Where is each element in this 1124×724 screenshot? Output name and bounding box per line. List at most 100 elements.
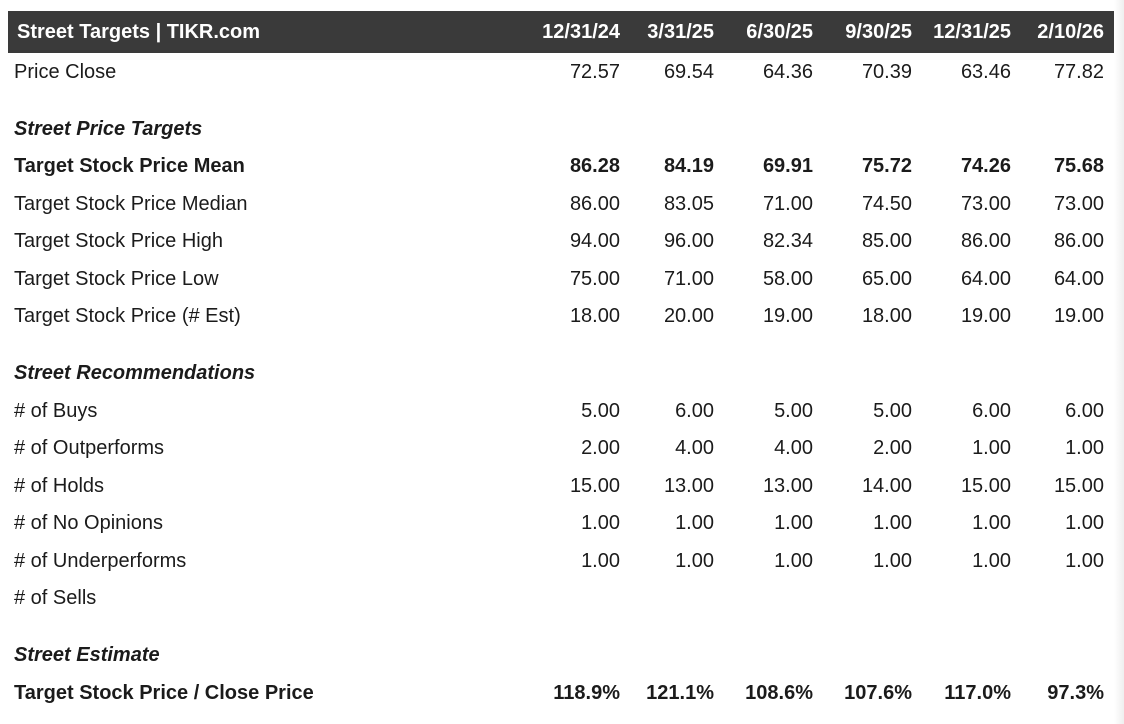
row-cells: 118.9% 121.1% 108.6% 107.6% 117.0% 97.3% bbox=[490, 682, 1104, 705]
table-cell: 107.6% bbox=[844, 681, 912, 704]
row-label: # of Sells bbox=[14, 587, 97, 610]
table-cell: 86.28 bbox=[569, 155, 620, 178]
row-cells: 2.00 4.00 4.00 2.00 1.00 1.00 bbox=[490, 437, 1104, 460]
table-cell: 108.6% bbox=[745, 681, 813, 704]
row-cells: 94.00 96.00 82.34 85.00 86.00 86.00 bbox=[490, 230, 1104, 253]
table-cell: 73.00 bbox=[1053, 192, 1104, 215]
table-cell: 2.00 bbox=[873, 437, 912, 460]
table-cell: 86.00 bbox=[960, 230, 1011, 253]
row-label: # of Holds bbox=[14, 474, 105, 497]
section-heading-row: Street Recommendations bbox=[8, 355, 1114, 393]
table-cell: 72.57 bbox=[569, 60, 620, 83]
table-cell: 85.00 bbox=[861, 230, 912, 253]
row-cells: 15.00 13.00 13.00 14.00 15.00 15.00 bbox=[490, 475, 1104, 498]
column-header-9-30-25[interactable]: 9/30/25 bbox=[845, 20, 912, 43]
table-cell: 4.00 bbox=[774, 437, 813, 460]
table-row: # of Underperforms 1.00 1.00 1.00 1.00 1.00 1.… bbox=[8, 543, 1114, 581]
row-cells: 1.00 1.00 1.00 1.00 1.00 1.00 bbox=[490, 512, 1104, 535]
table-cell: 1.00 bbox=[873, 549, 912, 572]
row-label: Target Stock Price High bbox=[14, 230, 223, 253]
table-cell: 19.00 bbox=[1053, 305, 1104, 328]
row-label: Target Stock Price Low bbox=[14, 267, 219, 290]
section-heading: Street Recommendations bbox=[14, 362, 256, 385]
table-cell: 64.00 bbox=[1053, 267, 1104, 290]
table-cell: 6.00 bbox=[675, 399, 714, 422]
table-cell: 73.00 bbox=[960, 192, 1011, 215]
table-cell: 1.00 bbox=[1065, 437, 1104, 460]
table-row: Target Stock Price / Close Price 118.9% 12… bbox=[8, 675, 1114, 713]
table-cell: 71.00 bbox=[762, 192, 813, 215]
table-row: # of Holds 15.00 13.00 13.00 14.00 15.00 15.00 bbox=[8, 468, 1114, 506]
table-cell: 18.00 bbox=[569, 305, 620, 328]
column-header-6-30-25[interactable]: 6/30/25 bbox=[746, 20, 813, 43]
table-cell: 1.00 bbox=[675, 512, 714, 535]
row-cells: 86.28 84.19 69.91 75.72 74.26 75.68 bbox=[490, 155, 1104, 178]
table-cell: 1.00 bbox=[675, 549, 714, 572]
table-cell: 1.00 bbox=[873, 512, 912, 535]
table-cell: 83.05 bbox=[663, 192, 714, 215]
row-label: Price Close bbox=[14, 60, 117, 83]
column-header-2-10-26[interactable]: 2/10/26 bbox=[1037, 20, 1104, 43]
table-cell: 97.3% bbox=[1047, 681, 1104, 704]
table-cell: 77.82 bbox=[1053, 60, 1104, 83]
table-cell: 117.0% bbox=[944, 681, 1011, 704]
table-cell: 1.00 bbox=[972, 549, 1011, 572]
table-cell: 4.00 bbox=[675, 437, 714, 460]
table-row: Target Stock Price Mean 86.28 84.19 69.91 75… bbox=[8, 148, 1114, 186]
table-cell: 74.50 bbox=[861, 192, 912, 215]
table-cell: 86.00 bbox=[569, 192, 620, 215]
column-header-12-31-25[interactable]: 12/31/25 bbox=[933, 20, 1011, 43]
table-cell: 94.00 bbox=[569, 230, 620, 253]
table-cell: 19.00 bbox=[762, 305, 813, 328]
table-row: # of Buys 5.00 6.00 5.00 5.00 6.00 6.00 bbox=[8, 393, 1114, 431]
table-cell: 64.00 bbox=[960, 267, 1011, 290]
table-cell: 1.00 bbox=[774, 512, 813, 535]
table-cell: 118.9% bbox=[553, 681, 620, 704]
section-heading-row: Street Price Targets bbox=[8, 111, 1114, 149]
section-spacer bbox=[8, 336, 1114, 356]
table-cell: 71.00 bbox=[663, 267, 714, 290]
section-heading: Street Price Targets bbox=[14, 117, 203, 140]
table-row: Target Stock Price Median 86.00 83.05 71.00… bbox=[8, 186, 1114, 224]
table-cell: 86.00 bbox=[1053, 230, 1104, 253]
table-header: Street Targets | TIKR.com 12/31/24 3/31/… bbox=[8, 11, 1114, 53]
table-row: # of No Opinions 1.00 1.00 1.00 1.00 1.00 1.00 bbox=[8, 505, 1114, 543]
header-columns: 12/31/24 3/31/25 6/30/25 9/30/25 12/31/2… bbox=[490, 21, 1104, 44]
table-cell: 5.00 bbox=[581, 399, 620, 422]
scroll-edge-shadow bbox=[1114, 0, 1124, 724]
table-cell: 84.19 bbox=[663, 155, 714, 178]
table-cell: 70.39 bbox=[861, 60, 912, 83]
row-cells: 5.00 6.00 5.00 5.00 6.00 6.00 bbox=[490, 400, 1104, 423]
table-cell: 75.00 bbox=[569, 267, 620, 290]
table-row: Target Stock Price Low 75.00 71.00 58.00 65.… bbox=[8, 261, 1114, 299]
section-heading-row: Street Estimate bbox=[8, 637, 1114, 675]
column-header-3-31-25[interactable]: 3/31/25 bbox=[647, 20, 714, 43]
table-cell: 15.00 bbox=[1053, 474, 1104, 497]
row-label: Target Stock Price Median bbox=[14, 192, 248, 215]
row-label: # of Buys bbox=[14, 399, 98, 422]
table-cell: 1.00 bbox=[581, 512, 620, 535]
table-cell: 19.00 bbox=[960, 305, 1011, 328]
table-cell: 14.00 bbox=[861, 474, 912, 497]
section-spacer bbox=[8, 91, 1114, 111]
table-cell: 13.00 bbox=[663, 474, 714, 497]
row-cells: 86.00 83.05 71.00 74.50 73.00 73.00 bbox=[490, 193, 1104, 216]
table-cell: 15.00 bbox=[960, 474, 1011, 497]
row-cells: 72.57 69.54 64.36 70.39 63.46 77.82 bbox=[490, 61, 1104, 84]
table-cell: 64.36 bbox=[762, 60, 813, 83]
table-cell: 18.00 bbox=[861, 305, 912, 328]
table-cell: 1.00 bbox=[1065, 512, 1104, 535]
row-label: Target Stock Price / Close Price bbox=[14, 681, 314, 704]
table-cell: 5.00 bbox=[873, 399, 912, 422]
table-cell: 74.26 bbox=[960, 155, 1011, 178]
table-cell: 63.46 bbox=[960, 60, 1011, 83]
table-cell: 75.72 bbox=[861, 155, 912, 178]
table-row: # of Sells bbox=[8, 580, 1114, 618]
table-cell: 82.34 bbox=[762, 230, 813, 253]
table-title: Street Targets | TIKR.com bbox=[17, 20, 261, 43]
table-cell: 69.54 bbox=[663, 60, 714, 83]
table-sections: Street Price Targets Target Stock Price M… bbox=[8, 91, 1114, 712]
table-cell: 15.00 bbox=[569, 474, 620, 497]
column-header-12-31-24[interactable]: 12/31/24 bbox=[542, 20, 620, 43]
